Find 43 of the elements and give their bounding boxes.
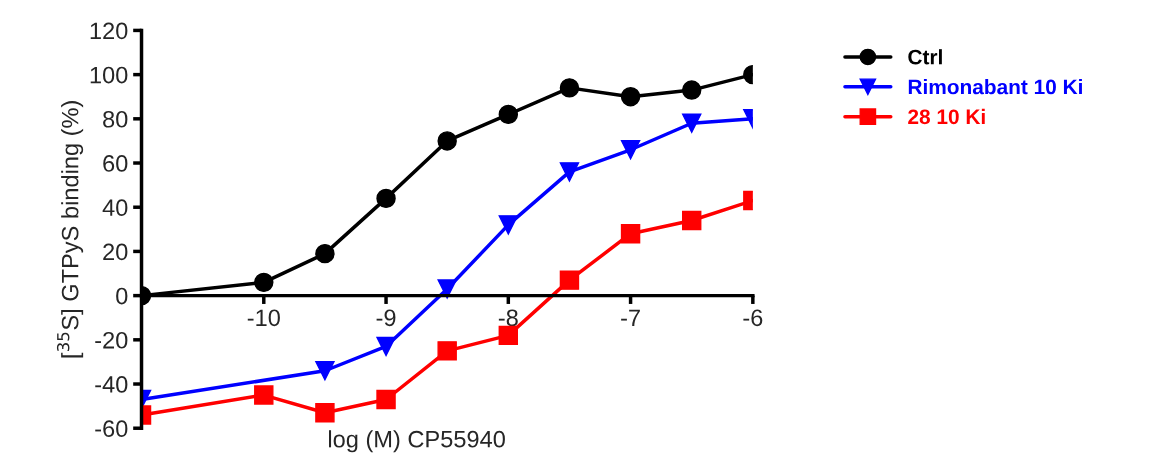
point xyxy=(437,279,457,299)
y-tick-label: -20 xyxy=(95,331,128,349)
x-tick-label: -10 xyxy=(247,309,280,327)
y-tick-label: 20 xyxy=(103,243,128,261)
point xyxy=(681,210,702,231)
point xyxy=(437,341,457,361)
point xyxy=(498,215,519,235)
y-tick-label: -60 xyxy=(95,420,128,438)
y-axis-title: [$^{35}$S] GTPyS binding (%) xyxy=(56,101,84,358)
legend-label: Ctrl xyxy=(908,49,942,65)
point xyxy=(681,113,702,133)
x-tick-label: -6 xyxy=(743,309,763,327)
y-tick-label: 80 xyxy=(103,110,128,128)
point xyxy=(254,272,274,293)
point xyxy=(620,224,641,244)
legend-label: Rimonabant 10 Ki xyxy=(908,79,1082,95)
point xyxy=(681,80,702,100)
point xyxy=(559,162,580,182)
point xyxy=(620,86,641,107)
y-tick-label: 0 xyxy=(116,287,128,305)
point xyxy=(315,243,335,264)
point xyxy=(315,403,335,423)
point xyxy=(376,188,396,209)
point xyxy=(498,104,519,125)
y-tick-label: -40 xyxy=(95,376,128,393)
point xyxy=(620,140,641,160)
y-tick-label: 100 xyxy=(90,66,128,84)
x-tick-label: -9 xyxy=(376,309,396,327)
point xyxy=(498,325,519,346)
point xyxy=(315,361,335,381)
y-tick-label: 40 xyxy=(102,199,128,217)
x-tick-label: -8 xyxy=(498,309,518,327)
point xyxy=(254,385,274,405)
x-tick-label: -7 xyxy=(621,309,640,326)
point xyxy=(559,270,580,290)
point xyxy=(376,336,396,357)
point xyxy=(376,389,396,410)
x-axis-title: log (M) CP55940 xyxy=(328,430,505,453)
point xyxy=(559,78,580,98)
legend-label: 28 10 Ki xyxy=(908,108,985,125)
y-tick-label: 120 xyxy=(90,22,128,40)
y-tick-label: 60 xyxy=(103,155,128,172)
point xyxy=(437,131,457,151)
